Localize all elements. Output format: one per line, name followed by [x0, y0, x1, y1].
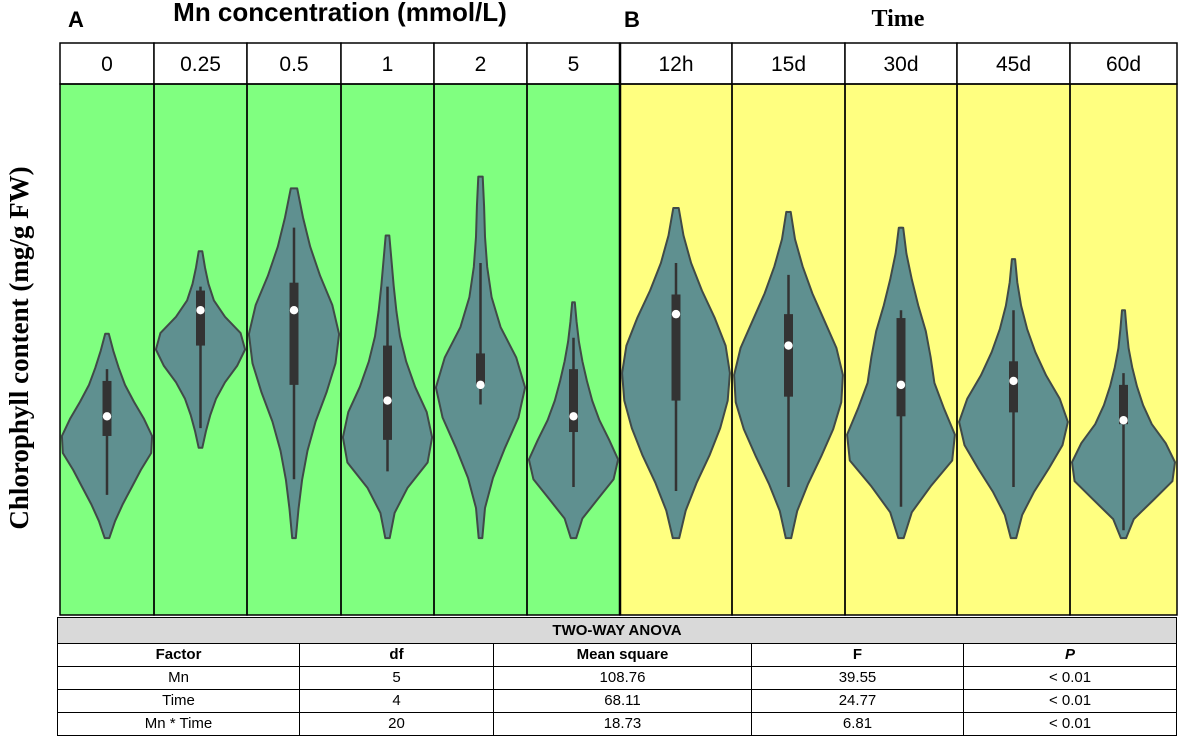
anova-row: Mn 5 108.76 39.55 < 0.01 — [57, 666, 1178, 690]
category-header-cell — [844, 42, 958, 85]
panel-b-letter: B — [624, 7, 640, 32]
category-label: 15d — [771, 53, 806, 76]
category-header-cell — [619, 42, 733, 85]
y-axis-label: Chlorophyll content (mg/g FW) — [4, 166, 34, 529]
violin-chart: A Mn concentration (mmol/L) B Time Chlor… — [4, 0, 1178, 616]
anova-title: TWO-WAY ANOVA — [56, 617, 1178, 644]
anova-cell-mean-square: 108.76 — [493, 666, 752, 690]
violin-iqr-box — [476, 353, 485, 385]
anova-cell-df: 4 — [299, 689, 494, 713]
category-label: 12h — [658, 53, 693, 76]
panel-a-background-group — [60, 84, 620, 615]
violin-median-point — [196, 306, 205, 315]
category-plot-cell — [1069, 83, 1178, 616]
category-header-cell — [59, 42, 155, 85]
anova-header-row: Factor df Mean square F P — [57, 643, 1178, 667]
violin-iqr-box — [196, 290, 205, 346]
violin-iqr-box — [1009, 361, 1018, 413]
anova-cell-f: 6.81 — [751, 712, 964, 736]
category-label: 0.5 — [279, 53, 308, 76]
anova-header-factor: Factor — [57, 643, 300, 667]
anova-header-df: df — [299, 643, 494, 667]
category-label: 1 — [382, 53, 394, 76]
violin-median-point — [102, 412, 112, 421]
anova-cell-p: < 0.01 — [962, 689, 1178, 713]
violin-iqr-box — [102, 380, 112, 436]
violin-median-point — [671, 309, 681, 319]
anova-header-f: F — [751, 643, 964, 667]
category-header-cell — [433, 42, 528, 85]
violin-iqr-box — [784, 314, 793, 397]
anova-table: TWO-WAY ANOVA Factor df Mean square F P … — [56, 617, 1178, 736]
anova-row: Mn * Time 20 18.73 6.81 < 0.01 — [57, 712, 1178, 736]
violin-iqr-box — [569, 369, 578, 433]
anova-cell-f: 39.55 — [751, 666, 964, 690]
panel-a-letter: A — [68, 7, 84, 32]
anova-header-mean-square: Mean square — [493, 643, 752, 667]
violin-median-point — [289, 306, 299, 315]
anova-cell-factor: Time — [57, 689, 300, 713]
anova-cell-p: < 0.01 — [962, 712, 1178, 736]
anova-cell-f: 24.77 — [751, 689, 964, 713]
category-label: 0.25 — [180, 53, 221, 76]
violin-median-point — [1009, 376, 1018, 386]
category-header-cell — [246, 42, 342, 85]
violin-median-point — [383, 396, 392, 405]
anova-cell-factor: Mn — [57, 666, 300, 690]
panel-b-title: Time — [872, 6, 925, 32]
violin-median-point — [476, 380, 485, 390]
category-label: 5 — [568, 53, 580, 76]
violin-iqr-box — [671, 294, 681, 401]
violin-median-point — [569, 412, 578, 421]
violin-iqr-box — [383, 345, 392, 440]
panel-a-background — [60, 84, 620, 615]
category-label: 30d — [883, 53, 918, 76]
violin-iqr-box — [1119, 384, 1128, 425]
panel-a-title: Mn concentration (mmol/L) — [173, 0, 507, 27]
category-header-cell — [1069, 42, 1178, 85]
anova-cell-mean-square: 18.73 — [493, 712, 752, 736]
anova-row: Time 4 68.11 24.77 < 0.01 — [57, 689, 1178, 713]
anova-cell-df: 20 — [299, 712, 494, 736]
category-label: 45d — [996, 53, 1031, 76]
anova-cell-df: 5 — [299, 666, 494, 690]
anova-cell-mean-square: 68.11 — [493, 689, 752, 713]
category-label: 60d — [1106, 53, 1141, 76]
violin-median-point — [1119, 416, 1128, 425]
violin-median-point — [784, 341, 793, 350]
anova-header-p: P — [962, 643, 1178, 667]
category-label: 0 — [101, 53, 113, 76]
anova-cell-factor: Mn * Time — [57, 712, 300, 736]
violin-median-point — [896, 380, 906, 390]
anova-cell-p: < 0.01 — [962, 666, 1178, 690]
category-label: 2 — [475, 53, 487, 76]
violin-iqr-box — [289, 282, 299, 385]
violin-iqr-box — [896, 318, 906, 417]
